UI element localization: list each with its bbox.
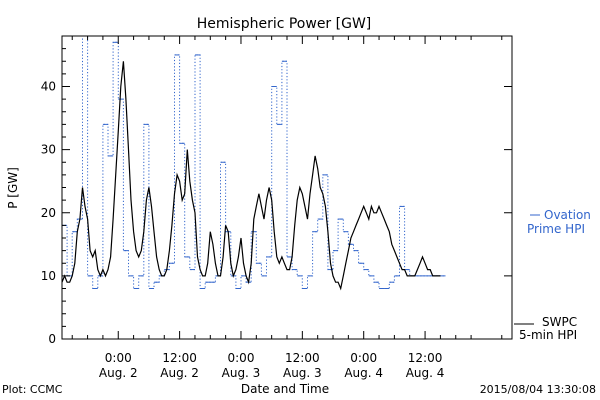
y-tick-label: 10 bbox=[41, 269, 56, 283]
footer-left: Plot: CCMC bbox=[2, 383, 63, 396]
chart-title: Hemispheric Power [GW] bbox=[197, 16, 372, 32]
legend-ovation-label-2: Prime HPI bbox=[527, 222, 585, 236]
legend-swpc-label-2: 5-min HPI bbox=[519, 328, 577, 342]
swpc-series bbox=[61, 61, 441, 291]
x-tick-time: 0:00 bbox=[228, 351, 255, 365]
y-tick-label: 20 bbox=[41, 206, 56, 220]
x-tick-time: 0:00 bbox=[105, 351, 132, 365]
x-tick-date: Aug. 4 bbox=[406, 366, 445, 380]
legend-ovation: Ovation Prime HPI bbox=[527, 208, 591, 236]
footer-right: 2015/08/04 13:30:08 bbox=[480, 383, 596, 396]
x-tick-date: Aug. 3 bbox=[222, 366, 261, 380]
x-tick-time: 12:00 bbox=[285, 351, 320, 365]
x-tick-time: 12:00 bbox=[162, 351, 197, 365]
x-axis-label: Date and Time bbox=[241, 382, 329, 396]
legend-swpc-label-1: SWPC bbox=[542, 315, 577, 329]
x-tick-time: 0:00 bbox=[350, 351, 377, 365]
series-layer bbox=[61, 35, 446, 291]
legend-ovation-label-1: Ovation bbox=[544, 208, 591, 222]
x-tick-time: 12:00 bbox=[408, 351, 443, 365]
x-tick-date: Aug. 3 bbox=[283, 366, 322, 380]
y-tick-label: 40 bbox=[41, 80, 56, 94]
x-tick-date: Aug. 2 bbox=[99, 366, 138, 380]
x-tick-date: Aug. 4 bbox=[344, 366, 383, 380]
ovation-prime-series bbox=[62, 35, 446, 289]
x-tick-date: Aug. 2 bbox=[160, 366, 199, 380]
y-tick-label: 30 bbox=[41, 143, 56, 157]
plot-frame bbox=[61, 35, 513, 340]
y-tick-label: 0 bbox=[48, 332, 56, 346]
y-axis-label: P [GW] bbox=[6, 167, 20, 209]
legend-swpc: SWPC 5-min HPI bbox=[514, 315, 577, 342]
